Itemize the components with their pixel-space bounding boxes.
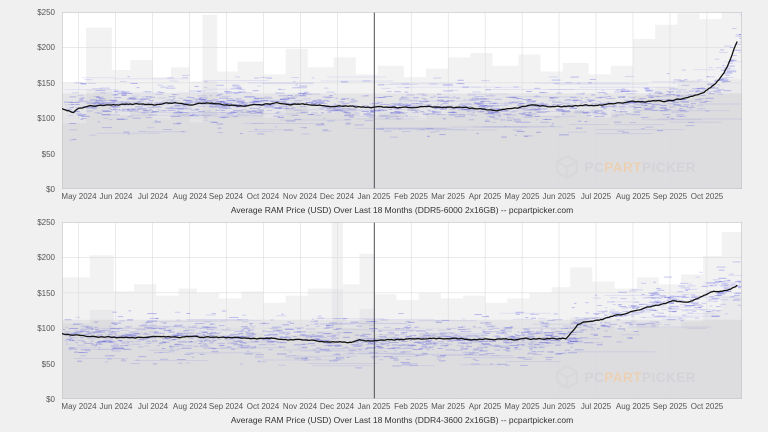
x-axis: May 2024 Jun 2024 Jul 2024 Aug 2024 Sep 2024… (61, 192, 742, 203)
x-tick-label: Sep 2024 (208, 192, 244, 201)
x-tick-label: Sep 2025 (652, 402, 688, 411)
chart-caption: Average RAM Price (USD) Over Last 18 Mon… (230, 205, 574, 215)
x-tick-label: Aug 2025 (615, 402, 651, 411)
x-tick-label: Jun 2025 (542, 402, 576, 411)
x-tick-label: Oct 2025 (690, 402, 724, 411)
x-tick-label: Oct 2025 (690, 192, 724, 201)
x-tick-label: Jun 2024 (99, 402, 133, 411)
x-tick-label: Aug 2024 (172, 402, 208, 411)
x-axis: May 2024 Jun 2024 Jul 2024 Aug 2024 Sep 2024… (61, 402, 742, 413)
x-tick-label: Mar 2025 (431, 192, 465, 201)
chart-ddr5-6000: $250 $200 $150 $100 $50 $0 PCPARTPICKER May 2… (0, 8, 768, 218)
y-tick-label: $100 (37, 324, 55, 333)
x-tick-label: Aug 2024 (172, 192, 208, 201)
x-tick-label: Jul 2024 (137, 192, 169, 201)
plot-area: PCPARTPICKER (62, 12, 742, 189)
y-tick-label: $200 (37, 253, 55, 262)
x-tick-label: Dec 2024 (319, 192, 355, 201)
y-tick-label: $0 (46, 185, 55, 194)
x-tick-label: May 2025 (504, 192, 540, 201)
y-tick-label: $250 (37, 8, 55, 17)
x-tick-label: Aug 2025 (615, 192, 651, 201)
y-tick-label: $100 (37, 114, 55, 123)
y-tick-label: $150 (37, 79, 55, 88)
x-tick-label: Jul 2024 (137, 402, 169, 411)
x-tick-label: Oct 2024 (246, 402, 280, 411)
x-tick-label: Sep 2024 (208, 402, 244, 411)
x-tick-label: Sep 2025 (652, 192, 688, 201)
chart-caption: Average RAM Price (USD) Over Last 18 Mon… (230, 415, 574, 425)
x-tick-label: Nov 2024 (282, 402, 318, 411)
y-axis: $250 $200 $150 $100 $50 $0 (0, 8, 58, 194)
x-tick-label: Jan 2025 (357, 192, 391, 201)
y-tick-label: $50 (41, 360, 55, 369)
y-tick-label: $50 (41, 150, 55, 159)
x-tick-label: Nov 2024 (282, 192, 318, 201)
y-tick-label: $250 (37, 218, 55, 227)
x-tick-label: Oct 2024 (246, 192, 280, 201)
x-tick-label: Dec 2024 (319, 402, 355, 411)
y-tick-label: $200 (37, 43, 55, 52)
y-tick-label: $150 (37, 289, 55, 298)
x-tick-label: Jan 2025 (357, 402, 391, 411)
y-axis: $250 $200 $150 $100 $50 $0 (0, 218, 58, 404)
x-tick-label: Jul 2025 (580, 192, 612, 201)
plot-area: PCPARTPICKER (62, 222, 742, 399)
chart-canvas (62, 222, 742, 399)
chart-ddr4-3600: $250 $200 $150 $100 $50 $0 PCPARTPICKER May 2… (0, 218, 768, 428)
x-tick-label: Apr 2025 (468, 192, 502, 201)
x-tick-label: May 2024 (61, 402, 97, 411)
x-tick-label: May 2024 (61, 192, 97, 201)
x-tick-label: Feb 2025 (394, 192, 428, 201)
x-tick-label: Jun 2024 (99, 192, 133, 201)
x-tick-label: Apr 2025 (468, 402, 502, 411)
x-tick-label: Feb 2025 (394, 402, 428, 411)
y-tick-label: $0 (46, 395, 55, 404)
x-tick-label: Mar 2025 (431, 402, 465, 411)
x-tick-label: May 2025 (504, 402, 540, 411)
chart-canvas (62, 12, 742, 189)
x-tick-label: Jun 2025 (542, 192, 576, 201)
x-tick-label: Jul 2025 (580, 402, 612, 411)
